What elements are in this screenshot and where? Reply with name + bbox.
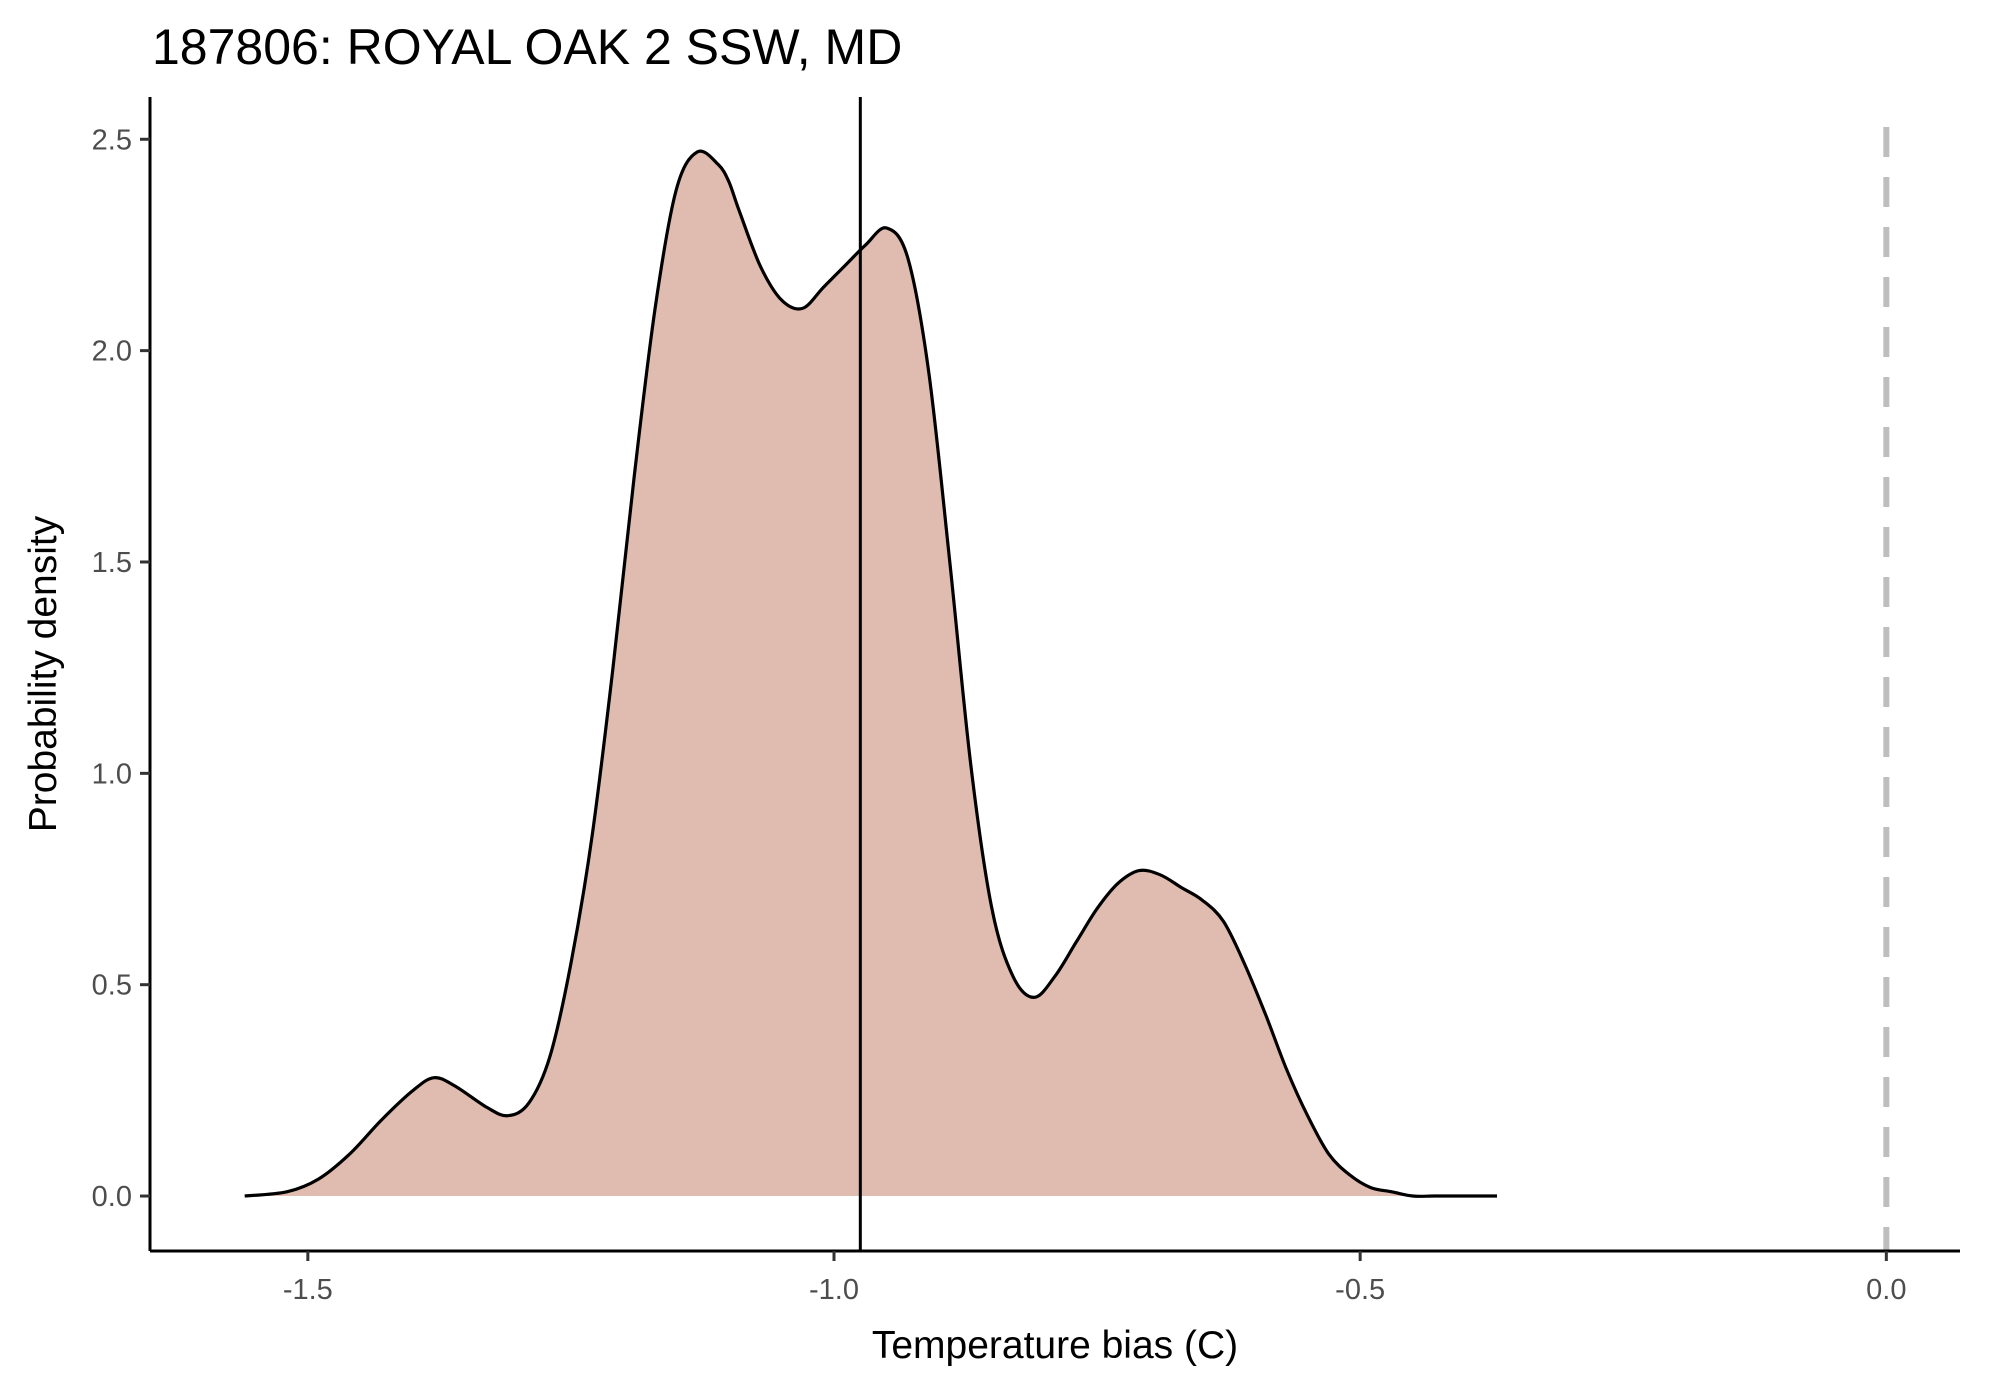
y-tick-label: 0.0: [92, 1181, 132, 1213]
y-tick-label: 2.5: [92, 124, 132, 156]
x-tick-label: -1.0: [809, 1274, 859, 1306]
x-tick-label: 0.0: [1866, 1274, 1906, 1306]
plot-area: [245, 97, 1887, 1251]
x-axis-title: Temperature bias (C): [872, 1324, 1238, 1367]
y-tick-label: 1.5: [92, 547, 132, 579]
x-tick-label: -0.5: [1335, 1274, 1385, 1306]
y-tick-label: 0.5: [92, 970, 132, 1002]
density-area: [245, 151, 1497, 1196]
x-tick-label: -1.5: [283, 1274, 333, 1306]
y-tick-label: 2.0: [92, 336, 132, 368]
y-axis-title: Probability density: [22, 515, 65, 832]
y-tick-label: 1.0: [92, 758, 132, 790]
